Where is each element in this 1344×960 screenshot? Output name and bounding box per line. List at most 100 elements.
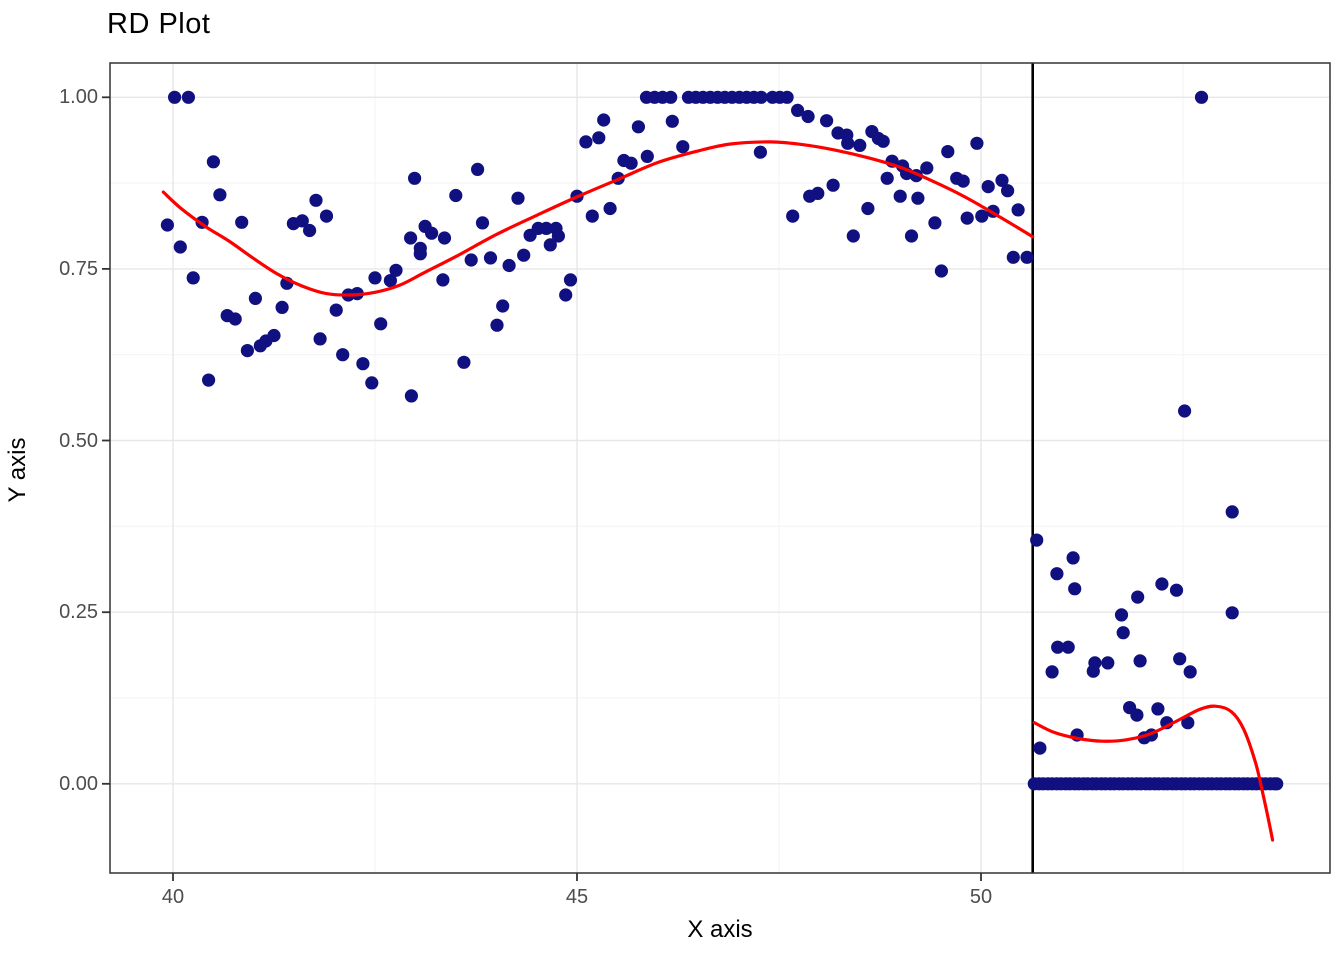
scatter-point: [267, 328, 281, 343]
scatter-point: [786, 209, 800, 223]
scatter-point: [496, 299, 510, 313]
scatter-point: [511, 191, 525, 205]
scatter-point: [911, 191, 925, 205]
scatter-point: [295, 214, 309, 228]
scatter-point: [1020, 250, 1034, 264]
scatter-point: [597, 113, 611, 127]
x-tick-label: 40: [161, 886, 185, 908]
scatter-point: [579, 135, 593, 149]
scatter-point: [981, 180, 995, 194]
scatter-point: [160, 218, 174, 232]
scatter-point: [181, 90, 195, 104]
scatter-point: [970, 136, 984, 150]
scatter-point: [1045, 665, 1059, 679]
scatter-point: [1225, 505, 1239, 519]
x-tick-label: 50: [969, 886, 993, 908]
panel-background: [110, 63, 1330, 873]
x-axis-title: X axis: [687, 916, 753, 943]
scatter-point: [186, 271, 200, 285]
scatter-point: [173, 240, 187, 254]
scatter-point: [592, 131, 606, 145]
scatter-point: [425, 226, 439, 240]
scatter-point: [754, 90, 768, 104]
scatter-point: [303, 223, 317, 238]
scatter-point: [235, 215, 249, 229]
scatter-point: [1030, 533, 1044, 547]
scatter-point: [820, 114, 834, 128]
scatter-point: [240, 344, 254, 358]
scatter-point: [248, 291, 262, 305]
scatter-point: [449, 188, 463, 203]
scatter-point: [1051, 640, 1065, 654]
scatter-point: [1061, 640, 1075, 654]
scatter-point: [841, 136, 855, 150]
scatter-point: [880, 171, 894, 185]
scatter-point: [319, 209, 334, 223]
scatter-point: [1011, 203, 1025, 217]
scatter-point: [791, 103, 805, 117]
scatter-point: [1088, 656, 1102, 670]
scatter-point: [559, 288, 573, 302]
scatter-point: [490, 318, 504, 332]
scatter-point: [543, 238, 557, 252]
scatter-point: [941, 145, 955, 159]
scatter-point: [1133, 654, 1147, 668]
scatter-point: [801, 109, 815, 124]
scatter-point: [309, 193, 323, 207]
scatter-point: [437, 231, 452, 245]
y-tick-label: 0.00: [59, 772, 98, 795]
scatter-point: [876, 134, 890, 148]
scatter-point: [904, 229, 919, 243]
scatter-point: [665, 114, 679, 128]
scatter-point: [1001, 184, 1015, 198]
scatter-point: [206, 155, 220, 169]
scatter-point: [168, 90, 182, 104]
scatter-point: [202, 373, 216, 387]
scatter-point: [336, 348, 350, 362]
scatter-point: [374, 317, 388, 331]
scatter-point: [1130, 708, 1144, 722]
scatter-point: [475, 216, 490, 230]
scatter-point: [228, 312, 242, 326]
scatter-point: [213, 188, 227, 202]
scatter-point: [826, 178, 840, 192]
scatter-point: [389, 263, 403, 277]
scatter-point: [1033, 741, 1047, 755]
scatter-point: [780, 90, 794, 104]
scatter-point: [457, 355, 471, 369]
scatter-point: [551, 229, 566, 243]
scatter-point: [483, 251, 498, 265]
y-tick-label: 1.00: [59, 86, 98, 109]
scatter-point: [275, 300, 289, 314]
scatter-point: [368, 271, 382, 285]
loess-curve-left: [161, 140, 1035, 297]
scatter-point: [413, 241, 427, 255]
scatter-point: [464, 253, 478, 267]
scatter-point: [356, 357, 370, 371]
scatter-point: [585, 209, 599, 223]
scatter-point: [517, 248, 531, 262]
scatter-point: [1114, 608, 1129, 622]
scatter-point: [1066, 551, 1080, 565]
scatter-point: [436, 273, 450, 287]
scatter-point: [1178, 404, 1192, 418]
scatter-point: [1131, 590, 1145, 604]
scatter-point: [811, 186, 825, 200]
scatter-point: [1194, 90, 1209, 104]
scatter-point: [920, 161, 934, 175]
scatter-point: [1155, 577, 1169, 591]
y-tick-label: 0.50: [59, 429, 98, 452]
scatter-point: [603, 201, 617, 216]
scatter-point: [329, 303, 343, 317]
scatter-point: [404, 231, 418, 245]
scatter-point: [1101, 656, 1115, 670]
scatter-point: [640, 149, 654, 163]
scatter-point: [563, 273, 578, 287]
scatter-point: [975, 209, 989, 223]
scatter-point: [960, 211, 974, 225]
scatter-point: [1006, 250, 1020, 264]
scatter-point: [846, 229, 860, 243]
panel-border: [109, 62, 1331, 874]
scatter-point: [313, 332, 327, 346]
